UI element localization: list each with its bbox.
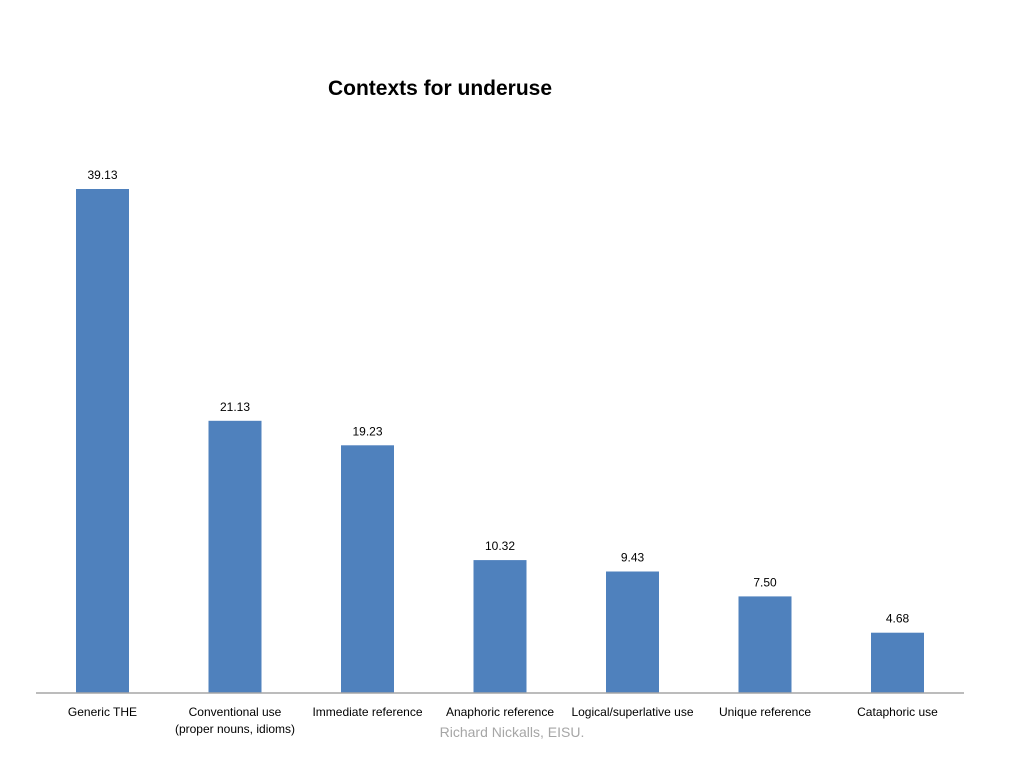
bar-2 (208, 420, 262, 693)
data-label-2: 21.13 (220, 400, 250, 414)
x-tick-label-line: Anaphoric reference (446, 705, 554, 719)
x-tick-label-line: Generic THE (68, 705, 137, 719)
bar-5 (606, 571, 659, 693)
chart-title: Contexts for underuse (328, 77, 552, 100)
data-labels-group: 39.13 21.13 19.23 10.32 9.43 7.50 4.68 (87, 168, 909, 626)
x-tick-label-5: Logical/superlative use (571, 705, 693, 719)
x-tick-label-7: Cataphoric use (857, 705, 938, 719)
x-tick-labels-group: Generic THE Conventional use (proper nouns… (68, 705, 938, 736)
x-tick-label-4: Anaphoric reference (446, 705, 554, 719)
bar-6 (738, 596, 792, 693)
data-label-1: 39.13 (87, 168, 117, 182)
x-tick-label-1: Generic THE (68, 705, 137, 719)
footer-credit: Richard Nickalls, EISU. (439, 724, 585, 740)
x-tick-label-line: Conventional use (189, 705, 282, 719)
bars-group (76, 189, 924, 693)
x-tick-label-line: Logical/superlative use (571, 705, 693, 719)
x-tick-label-2: Conventional use (proper nouns, idioms) (175, 705, 295, 736)
bar-4 (473, 560, 527, 693)
data-label-3: 19.23 (352, 424, 382, 438)
bar-7 (871, 632, 924, 693)
x-tick-label-line: Immediate reference (312, 705, 422, 719)
bar-3 (341, 445, 394, 693)
x-tick-label-line: Unique reference (719, 705, 811, 719)
data-label-5: 9.43 (621, 551, 645, 565)
x-tick-label-line: Cataphoric use (857, 705, 938, 719)
data-label-6: 7.50 (753, 575, 777, 589)
data-label-7: 4.68 (886, 612, 910, 626)
bar-1 (76, 189, 129, 693)
x-tick-label-6: Unique reference (719, 705, 811, 719)
x-tick-label-3: Immediate reference (312, 705, 422, 719)
x-tick-label-line: (proper nouns, idioms) (175, 722, 295, 736)
data-label-4: 10.32 (485, 539, 515, 553)
